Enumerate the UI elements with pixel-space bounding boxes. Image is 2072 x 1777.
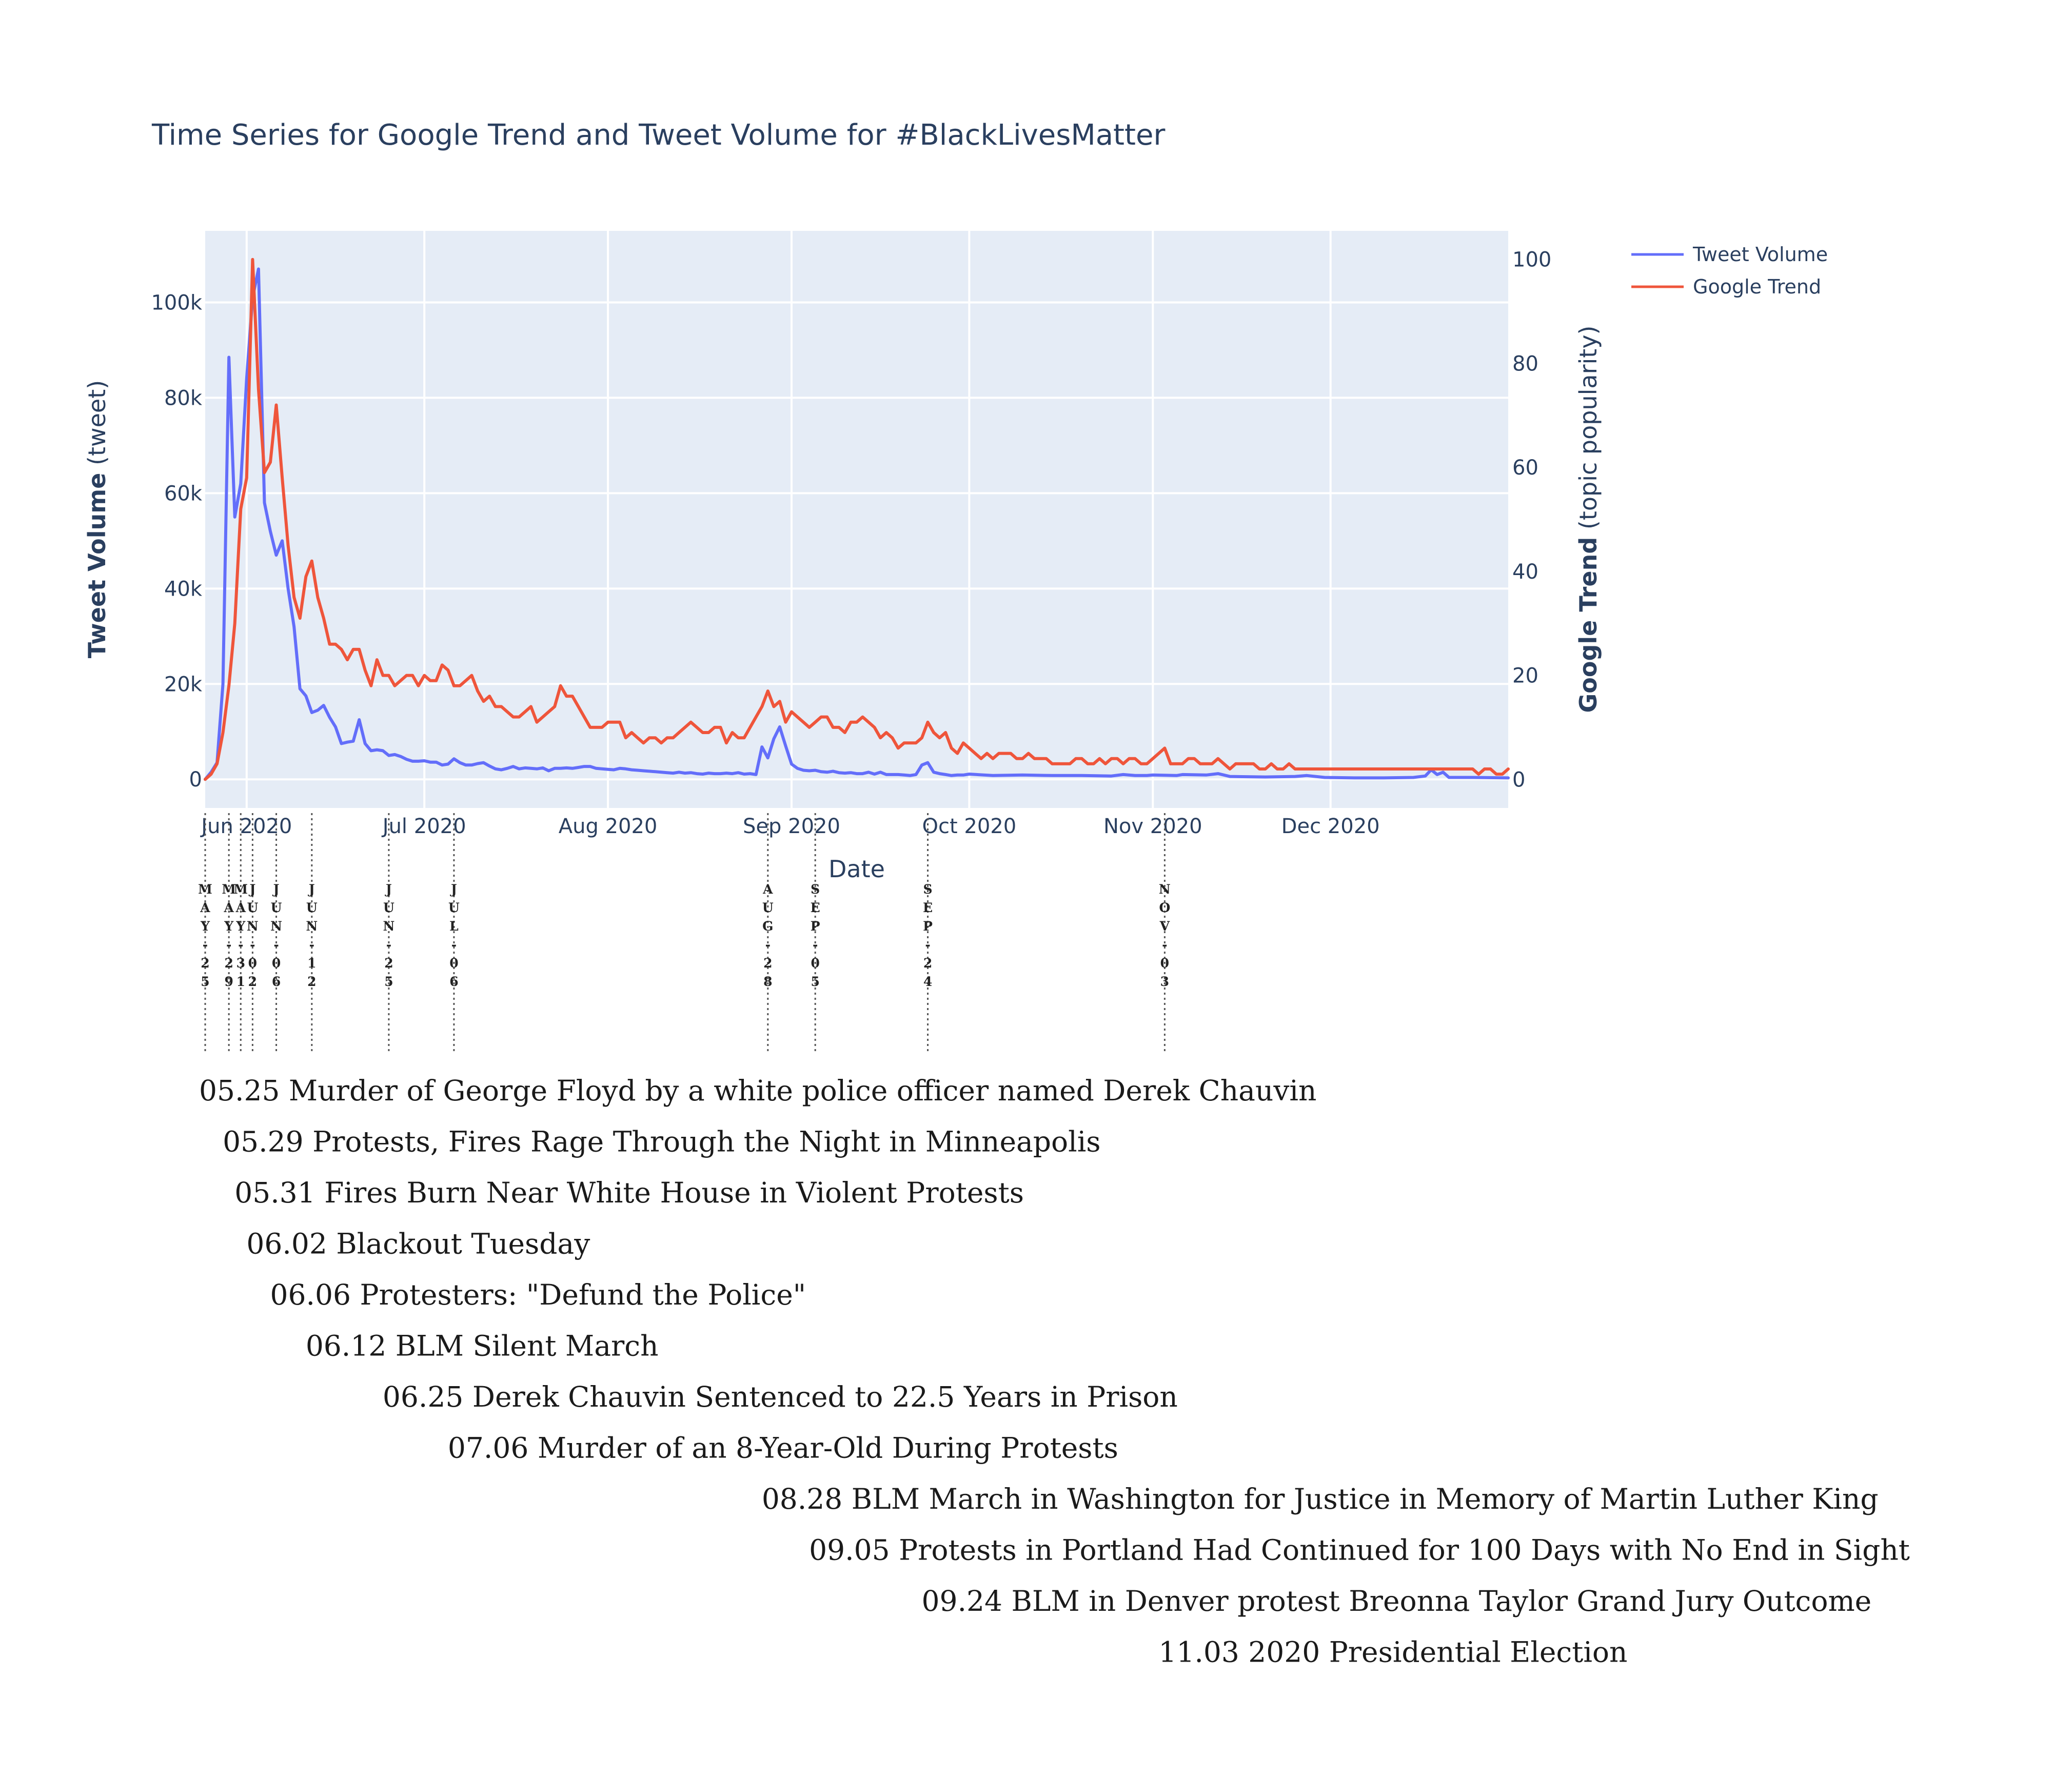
event-marker-label: J U N -2 5 (383, 882, 394, 989)
event-marker-label: J U N -1 2 (306, 882, 318, 989)
event-markers: M A Y -2 5 M A Y -2 9M A Y -3 1J U N -0 2 J U N -0 6 J U N -1 2 J U N -… (198, 813, 1171, 1054)
event-description: 09.05 Protests in Portland Had Continued… (809, 1534, 1910, 1567)
y-left-axis-title: Tweet Volume (tweet) (83, 380, 111, 658)
x-tick-label: Oct 2020 (922, 815, 1017, 838)
event-description: 06.12 BLM Silent March (306, 1330, 659, 1363)
x-tick-label: Dec 2020 (1281, 815, 1380, 838)
series-layer (204, 258, 1510, 781)
y-left-tick-label: 0 (189, 768, 202, 792)
event-marker: J U N -0 2 (247, 813, 259, 1054)
event-description: 07.06 Murder of an 8-Year-Old During Pro… (448, 1432, 1118, 1465)
x-tick-label: Nov 2020 (1103, 815, 1202, 838)
x-tick-label: Aug 2020 (559, 815, 658, 838)
plot-area (205, 231, 1508, 808)
y-right-axis-title-bold: Google Trend (1574, 537, 1602, 713)
event-marker-label: J U N -0 6 (270, 882, 282, 989)
y-left-tick-label: 20k (164, 673, 203, 696)
y-left-tick-label: 60k (164, 482, 203, 505)
chart-title: Time Series for Google Trend and Tweet V… (151, 119, 1166, 152)
event-description: 06.02 Blackout Tuesday (246, 1228, 590, 1260)
event-marker: S E P -2 4 (923, 813, 933, 1054)
event-description: 08.28 BLM March in Washington for Justic… (762, 1483, 1879, 1515)
event-marker-label: M A Y -2 5 (198, 882, 212, 989)
event-marker: M A Y -2 9 (222, 813, 236, 1054)
event-marker: J U N -0 6 (270, 813, 282, 1054)
y-left-tick-label: 80k (164, 386, 203, 410)
series-line-google-trend (204, 258, 1510, 781)
tick-labels: 0 20k 40k 60k 80k 100k 0 20 40 60 80 100 Jun 2020 Jul… (151, 248, 1551, 838)
event-description: 06.25 Derek Chauvin Sentenced to 22.5 Ye… (383, 1380, 1178, 1413)
event-marker: M A Y -2 5 (198, 813, 212, 1054)
x-tick-label: Sep 2020 (743, 815, 840, 838)
event-description: 05.31 Fires Burn Near White House in Vio… (234, 1176, 1024, 1209)
y-right-tick-label: 60 (1512, 456, 1538, 480)
y-left-tick-label: 100k (151, 291, 202, 314)
event-marker: J U N -2 5 (383, 813, 394, 1054)
event-marker: J U N -1 2 (306, 813, 318, 1054)
event-marker-label: S E P -2 4 (923, 882, 933, 989)
event-marker-label: N O V -0 3 (1159, 882, 1171, 989)
event-description: 11.03 2020 Presidential Election (1158, 1636, 1627, 1669)
y-right-axis-title-unit: (topic popularity) (1574, 326, 1602, 537)
event-marker-label: M A Y -3 1 (233, 882, 248, 989)
event-marker-label: A U G -2 8 (762, 882, 774, 989)
legend-label-google-trend: Google Trend (1693, 275, 1821, 298)
event-marker-label: M A Y -2 9 (222, 882, 236, 989)
y-left-axis-title-bold: Tweet Volume (83, 473, 111, 659)
event-marker-label: S E P -0 5 (811, 882, 820, 989)
y-right-tick-label: 0 (1512, 768, 1525, 792)
y-left-tick-label: 40k (164, 577, 203, 601)
y-right-tick-label: 20 (1512, 664, 1538, 688)
event-marker: J U L -0 6 (448, 813, 460, 1054)
y-right-tick-label: 80 (1512, 352, 1538, 376)
event-description: 05.29 Protests, Fires Rage Through the N… (223, 1126, 1100, 1158)
event-description: 09.24 BLM in Denver protest Breonna Tayl… (922, 1585, 1872, 1617)
event-marker: A U G -2 8 (762, 813, 774, 1054)
x-axis-title: Date (828, 855, 885, 883)
event-marker: M A Y -3 1 (233, 813, 248, 1054)
event-marker-label: J U N -0 2 (247, 882, 259, 989)
legend: Tweet Volume Google Trend (1631, 243, 1828, 298)
y-right-tick-label: 40 (1512, 560, 1538, 584)
event-description: 06.06 Protesters: "Defund the Police" (270, 1278, 806, 1311)
event-marker: S E P -0 5 (811, 813, 820, 1054)
event-description: 05.25 Murder of George Floyd by a white … (199, 1074, 1316, 1107)
event-marker: N O V -0 3 (1159, 813, 1171, 1054)
y-right-axis-title: Google Trend (topic popularity) (1574, 326, 1602, 713)
x-tick-label: Jun 2020 (200, 815, 292, 838)
y-right-tick-label: 100 (1512, 248, 1551, 272)
y-left-axis-title-unit: (tweet) (83, 380, 111, 473)
event-list: 05.25 Murder of George Floyd by a white … (199, 1074, 1910, 1669)
event-marker-label: J U L -0 6 (448, 882, 460, 989)
series-line-tweet-volume (204, 267, 1510, 781)
x-tick-label: Jul 2020 (381, 815, 466, 838)
legend-label-tweet-volume: Tweet Volume (1692, 243, 1828, 266)
